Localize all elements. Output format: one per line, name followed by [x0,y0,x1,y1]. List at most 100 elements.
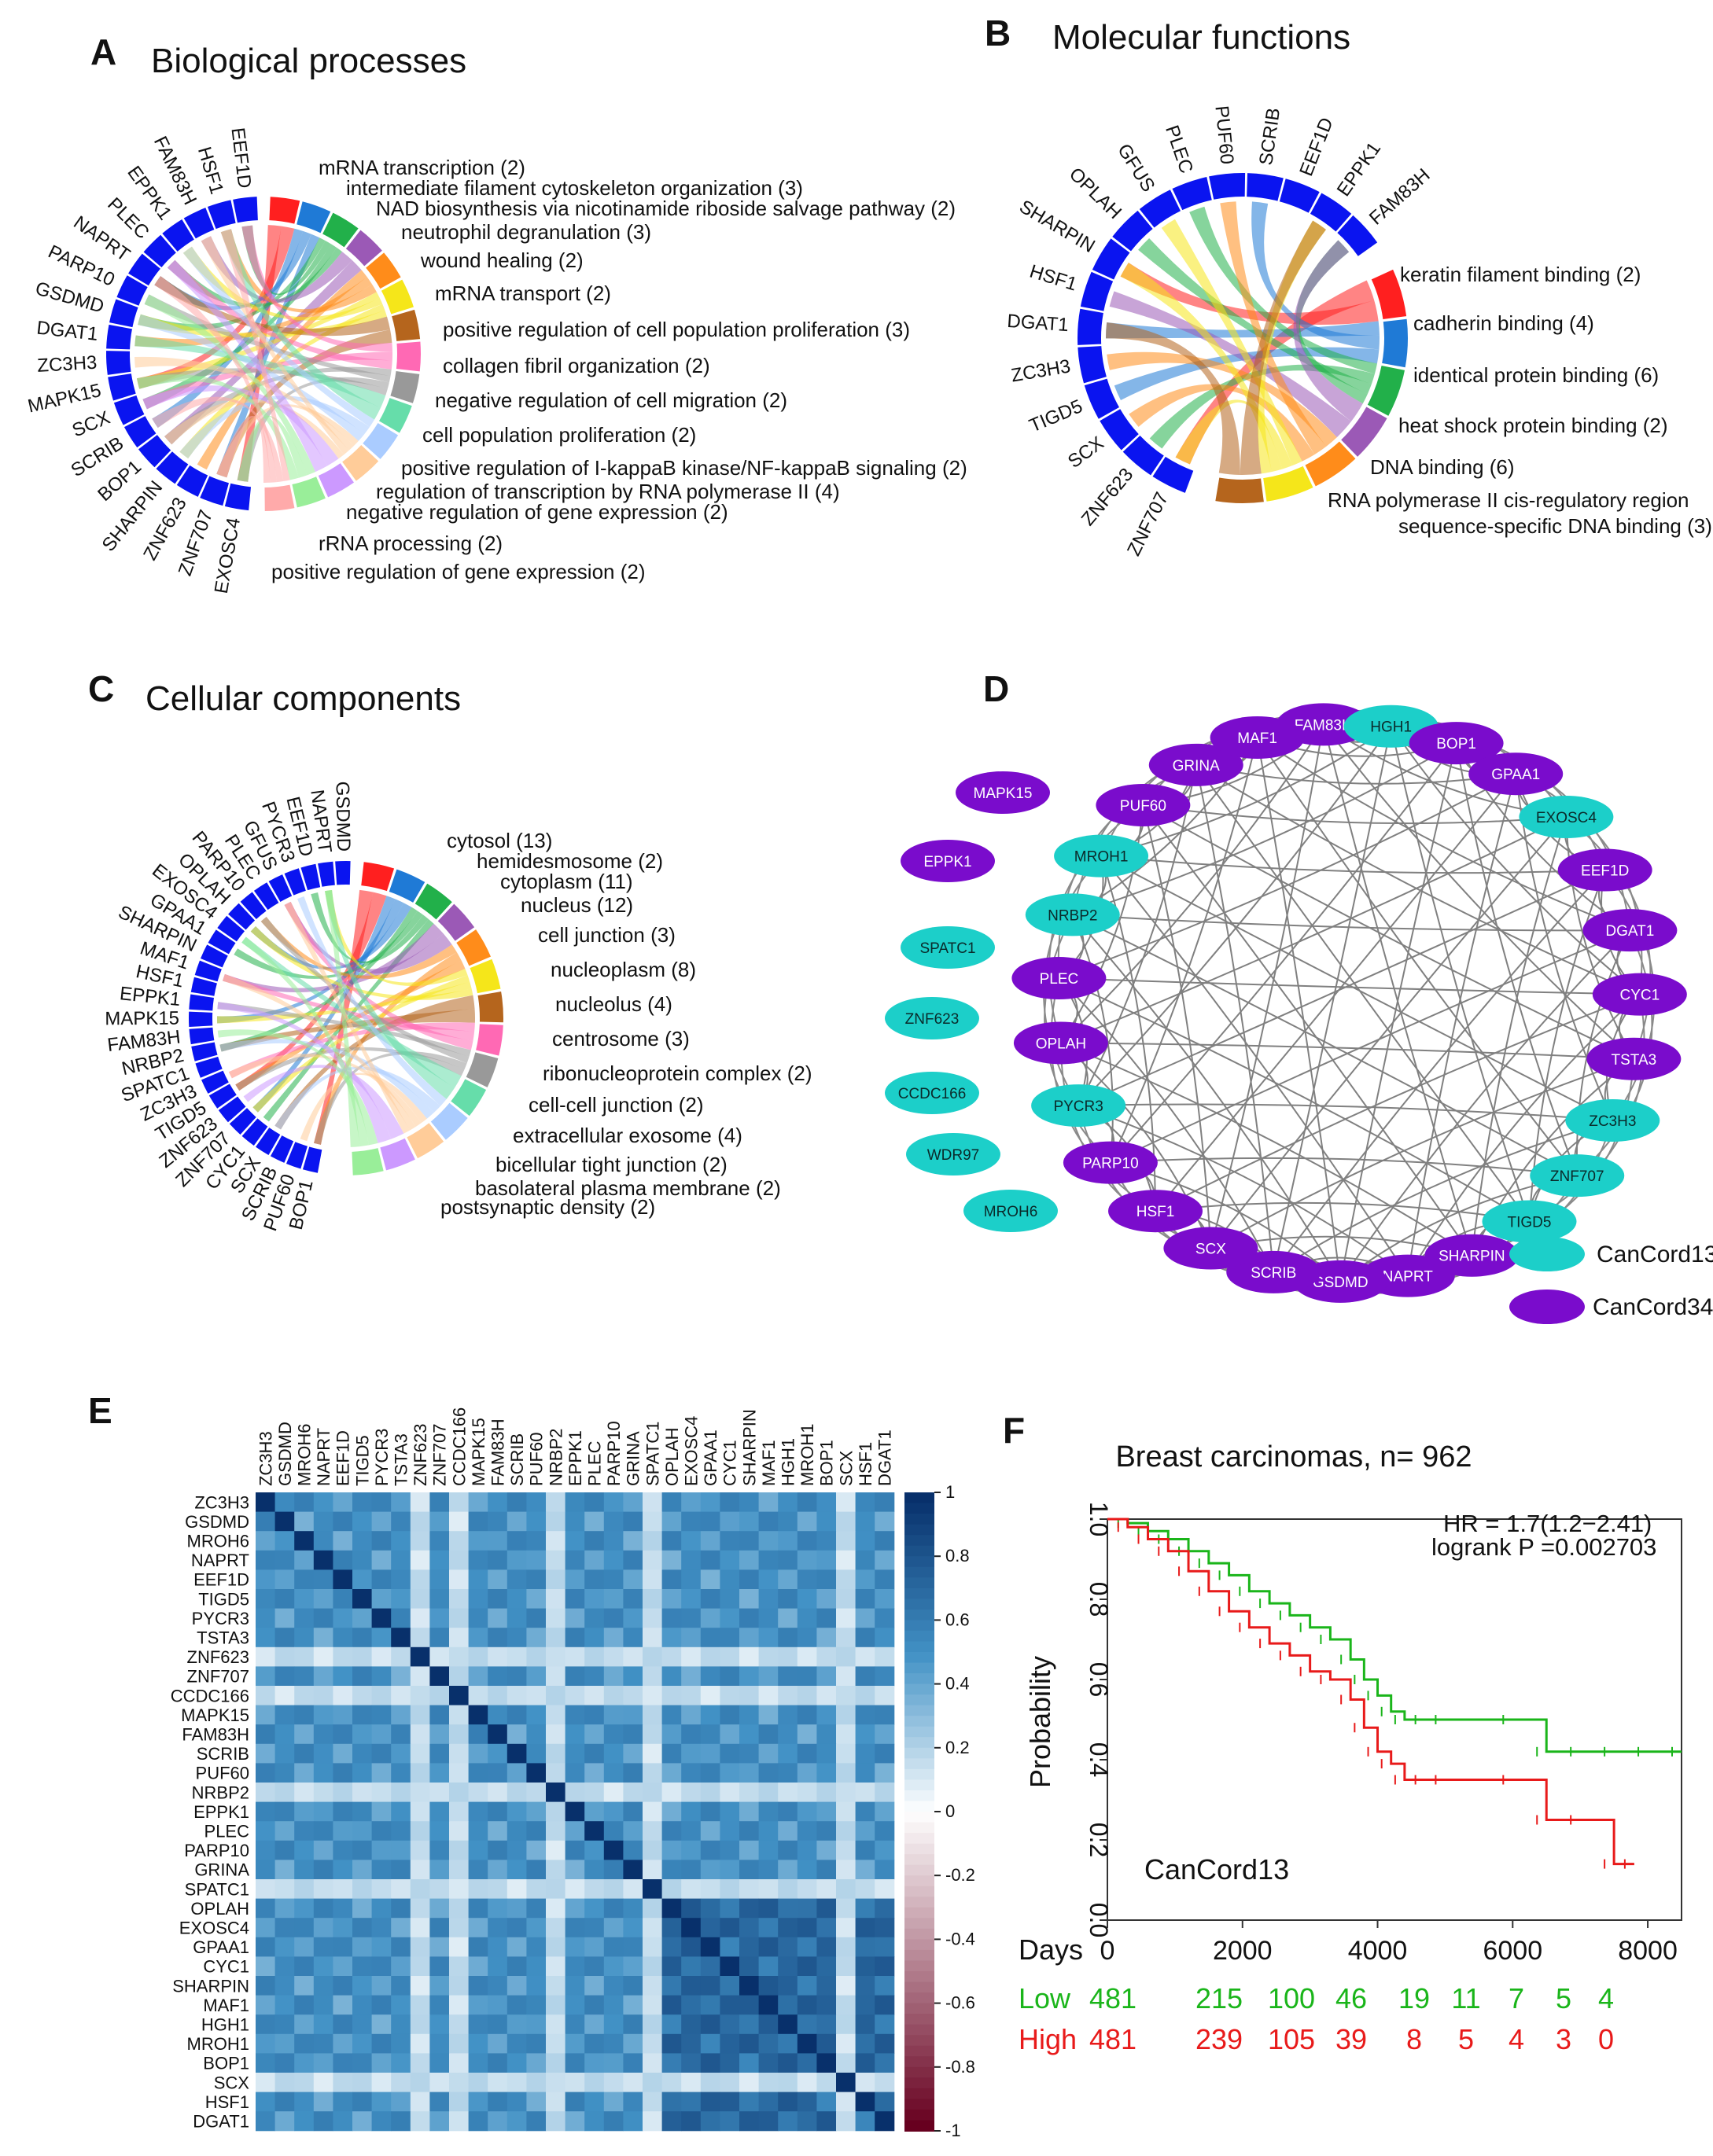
heatmap-cell [816,1937,837,1957]
gene-arc [240,892,267,920]
heatmap-cell [429,1879,450,1900]
colorbar-segment [904,1779,934,1791]
heatmap-cell [855,2073,875,2093]
network-edge [1390,726,1641,995]
heatmap-cell [429,1686,450,1706]
heatmap-cell [681,1666,702,1687]
heatmap-column-label: DGAT1 [875,1429,895,1486]
gene-label: ZNF623 [1078,464,1138,530]
colorbar-segment [904,1524,934,1536]
heatmap-cell [313,1646,333,1667]
term-label: cytoplasm (11) [500,870,633,893]
heatmap-cell [333,1801,353,1822]
heatmap-cell [700,1511,720,1532]
heatmap-cell [875,2014,895,2035]
heatmap-cell [700,1879,720,1900]
heatmap-cell [836,2111,856,2132]
heatmap-cell [739,1705,760,1725]
heatmap-cell [352,1569,373,1590]
heatmap-cell [855,2111,875,2132]
heatmap-cell [700,1976,720,1996]
heatmap-cell [352,1724,373,1745]
heatmap-cell [371,1686,392,1706]
heatmap-cell [546,2111,566,2132]
heatmap-column-label: CCDC166 [449,1407,469,1486]
heatmap-column-label: SCRIB [507,1433,527,1486]
term-arc [352,1148,384,1175]
legend-label-cancord13: CanCord13 [1597,1242,1713,1267]
heatmap-cell [700,1628,720,1648]
heatmap-cell [274,1956,295,1977]
chord-ribbon [167,259,328,473]
colorbar-tick-label: 0.8 [945,1546,970,1565]
gene-arc [191,1042,218,1061]
heatmap-cell [410,1879,430,1900]
heatmap-cell [584,1511,605,1532]
heatmap-cell [468,1589,488,1610]
network-node: EPPK1 [901,840,995,882]
network-node-label: BOP1 [1436,736,1476,752]
gene-arc [1310,193,1352,232]
heatmap-cell [507,1976,527,1996]
heatmap-cell [449,1821,470,1841]
gene-arc [253,882,279,911]
term-arc [407,1123,444,1159]
heatmap-cell [371,1763,392,1783]
network-node-shape [1054,834,1149,877]
heatmap-cell [836,1801,856,1822]
heatmap-cell [507,1492,527,1513]
heatmap-cell [313,1492,333,1513]
heatmap-cell [875,1976,895,1996]
heatmap-cell [603,1860,624,1880]
heatmap-cell [816,2073,837,2093]
heatmap-cell [758,2053,779,2073]
heatmap-cell [584,1995,605,2015]
network-edge [1273,1120,1613,1273]
network-node-label: EXOSC4 [1536,810,1597,826]
heatmap-cell [391,1646,411,1667]
heatmap-cell [565,1783,585,1803]
heatmap-cell [700,1937,720,1957]
network-node-shape [1108,1190,1203,1233]
heatmap-cell [661,1783,682,1803]
heatmap-cell [488,1569,508,1590]
heatmap-cell [526,1956,547,1977]
heatmap-cell [410,1783,430,1803]
risk-count: 19 [1398,1982,1430,2014]
chord-ribbon [284,901,411,1134]
heatmap-cell [584,1589,605,1610]
heatmap-cell [526,1918,547,1938]
network-node-shape [1592,973,1687,1016]
heatmap-cell [391,1976,411,1996]
heatmap-cell [681,1840,702,1860]
heatmap-cell [488,2014,508,2035]
heatmap-cell [623,1705,643,1725]
heatmap-cell [565,1918,585,1938]
heatmap-cell [333,2053,353,2073]
network-edge [1390,726,1531,1222]
heatmap-cell [333,2111,353,2132]
heatmap-cell [468,1646,488,1667]
heatmap-cell [526,1860,547,1880]
heatmap-cell [429,1840,450,1860]
term-label: sequence-specific DNA binding (3) [1398,514,1712,538]
heatmap-cell [875,1743,895,1764]
heatmap-cell [371,1646,392,1667]
heatmap-cell [274,2053,295,2073]
heatmap-cell [875,1918,895,1938]
heatmap-cell [758,1646,779,1667]
network-edge [1210,816,1567,1249]
heatmap-cell [836,1995,856,2015]
heatmap-cell [274,1705,295,1725]
heatmap-cell [739,2014,760,2035]
y-axis-label: Probability [1024,1656,1056,1788]
heatmap-cell [875,1801,895,1822]
heatmap-cell [526,2092,547,2112]
heatmap-cell [313,1628,333,1648]
network-node-label: NRBP2 [1048,907,1097,924]
heatmap-cell [333,1898,353,1919]
heatmap-cell [643,1976,663,1996]
risk-count: 215 [1195,1982,1243,2014]
heatmap-cell [565,1743,585,1764]
heatmap-cell [429,1743,450,1764]
